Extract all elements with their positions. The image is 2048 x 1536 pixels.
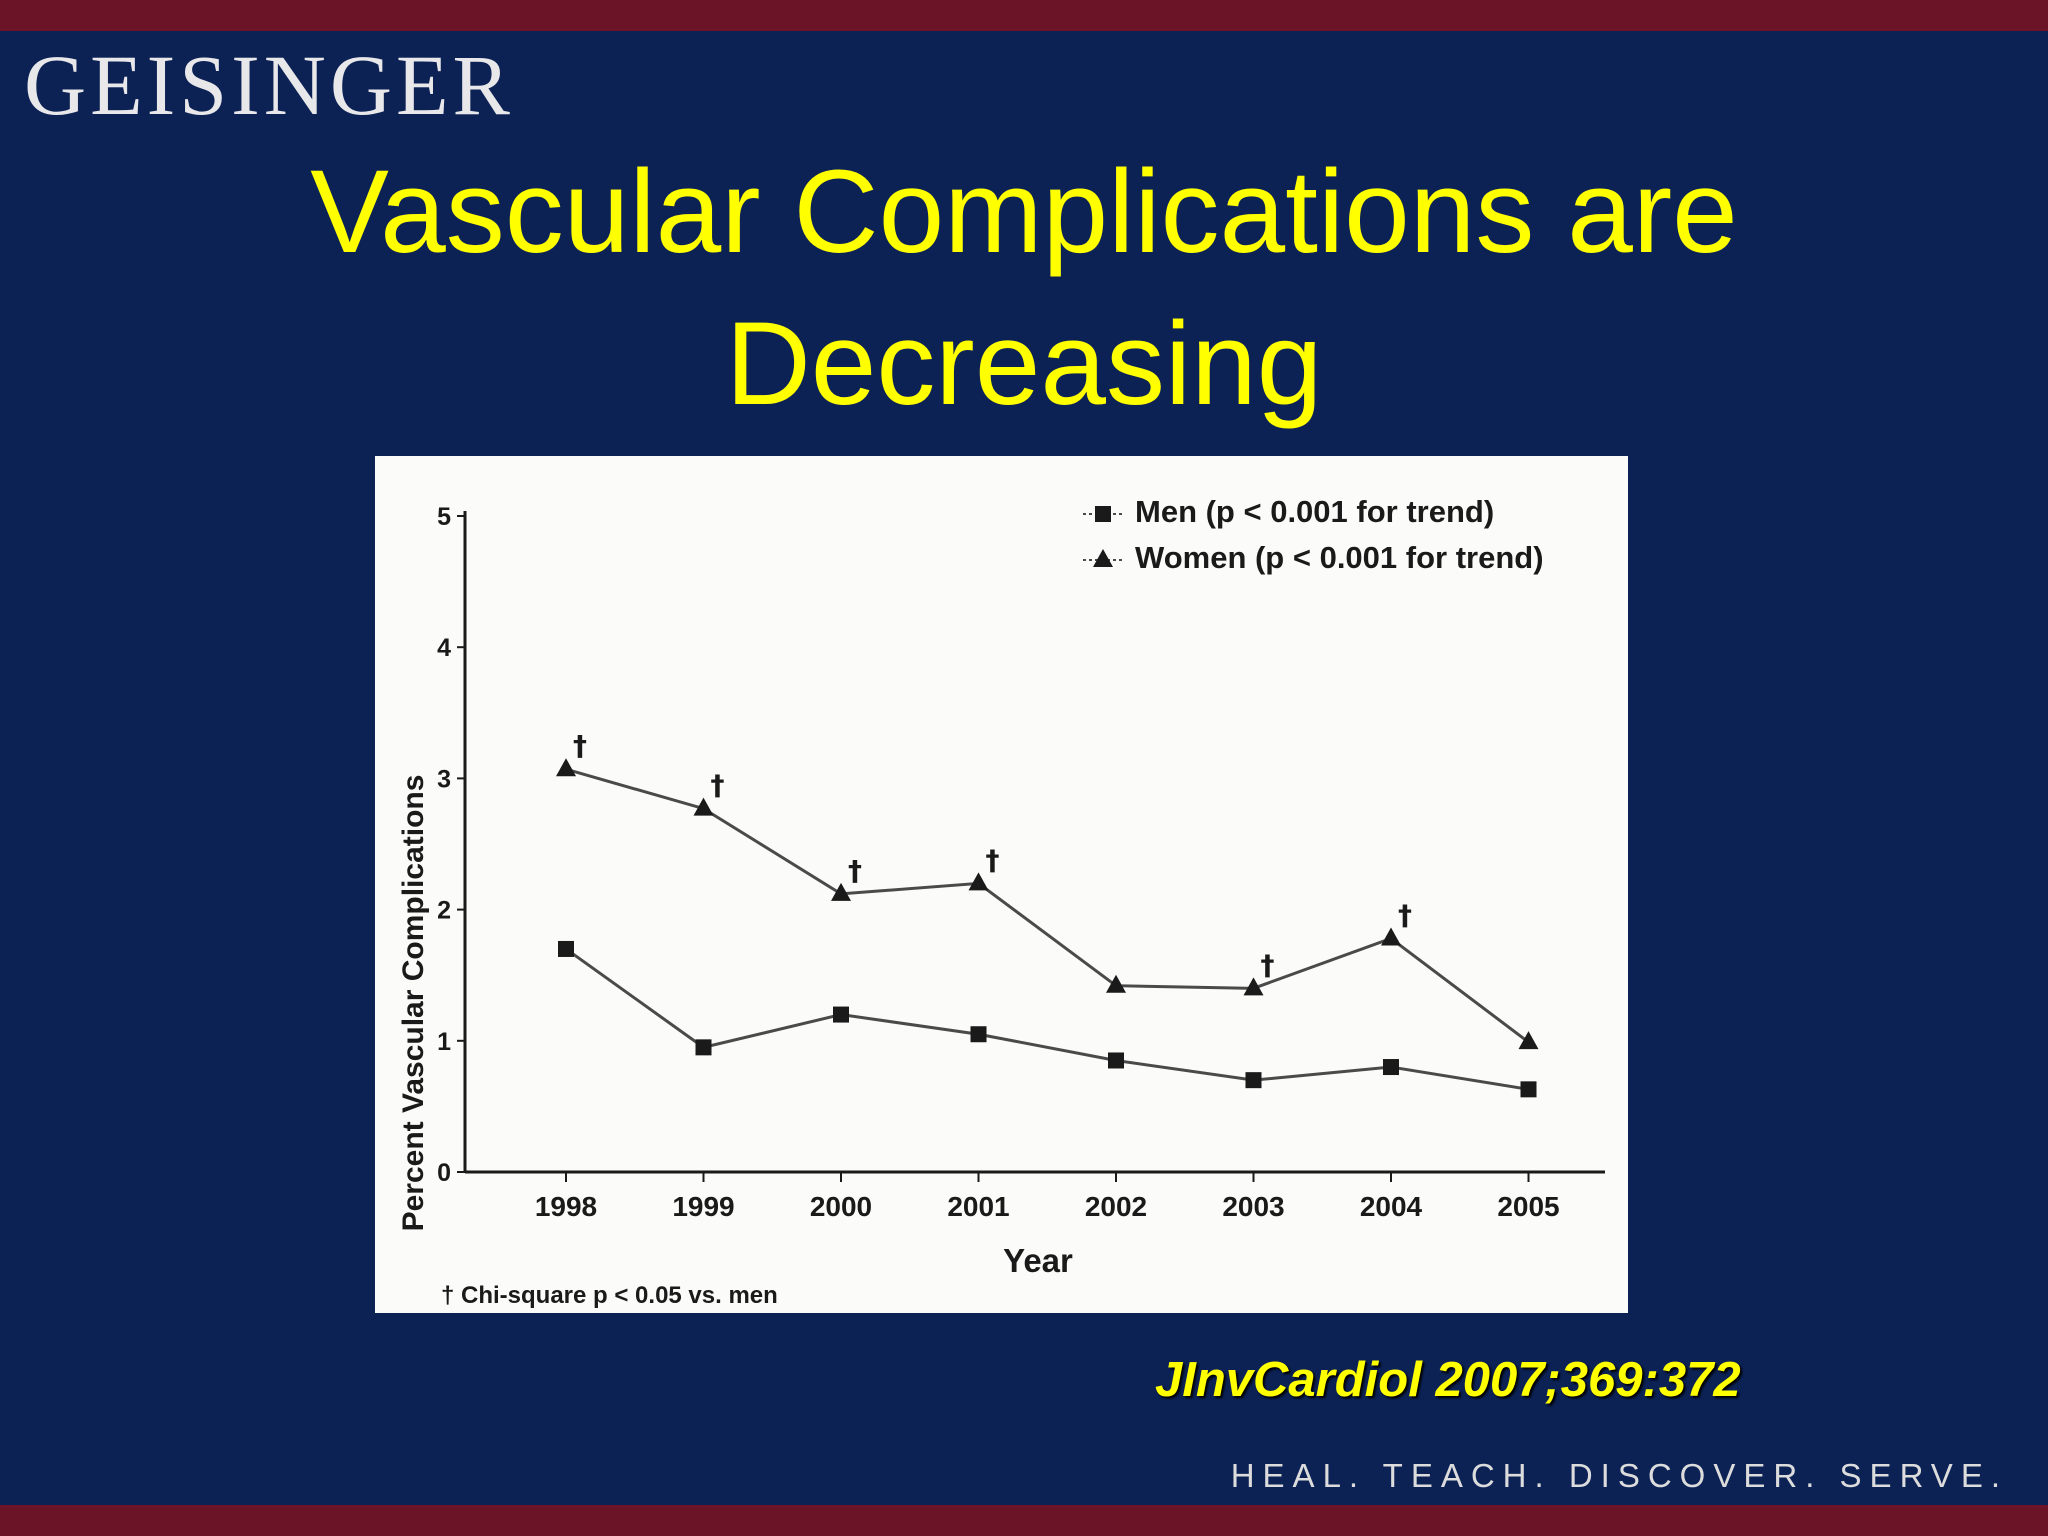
significance-dagger: † bbox=[848, 854, 862, 887]
data-point-men bbox=[970, 1026, 987, 1043]
data-point-women bbox=[556, 758, 576, 777]
data-point-men bbox=[558, 940, 574, 957]
y-tick-label: 5 bbox=[437, 503, 451, 531]
bottom-accent-bar bbox=[0, 1505, 2048, 1536]
data-point-women bbox=[1381, 927, 1401, 946]
slide-title-line-1: Vascular Complications are bbox=[310, 146, 1738, 278]
data-point-women bbox=[1518, 1031, 1539, 1050]
y-tick-label: 2 bbox=[437, 897, 451, 925]
chart-legend: Men (p < 0.001 for trend) Women (p < 0.00… bbox=[1083, 494, 1544, 575]
x-axis-label: Year bbox=[1003, 1242, 1073, 1279]
legend-marker bbox=[1093, 549, 1113, 567]
x-tick-label: 1998 bbox=[535, 1191, 597, 1222]
data-point-men bbox=[1245, 1072, 1262, 1089]
legend-marker bbox=[1095, 506, 1111, 522]
x-tick-label: 2004 bbox=[1360, 1191, 1423, 1222]
data-point-women bbox=[1243, 977, 1264, 996]
legend-label: Men (p < 0.001 for trend) bbox=[1135, 494, 1494, 529]
data-point-women bbox=[968, 872, 989, 891]
slide-title: Vascular Complications are Decreasing bbox=[0, 136, 2048, 440]
x-tick-label: 2001 bbox=[947, 1191, 1009, 1222]
x-tick-label: 2003 bbox=[1222, 1191, 1284, 1222]
y-tick-label: 3 bbox=[437, 765, 451, 793]
x-tick-label: 2002 bbox=[1085, 1191, 1147, 1222]
data-point-women bbox=[693, 797, 714, 816]
y-tick-label: 1 bbox=[437, 1028, 451, 1056]
tagline: HEAL. TEACH. DISCOVER. SERVE. bbox=[1230, 1457, 2008, 1494]
slide-title-line-2: Decreasing bbox=[725, 298, 1323, 430]
y-tick-label: 4 bbox=[437, 634, 451, 662]
legend-label: Women (p < 0.001 for trend) bbox=[1135, 540, 1544, 575]
top-accent-bar bbox=[0, 0, 2048, 31]
x-tick-label: 2005 bbox=[1497, 1191, 1559, 1222]
chart-footnote: † Chi-square p < 0.05 vs. men bbox=[441, 1282, 778, 1309]
data-point-men bbox=[695, 1039, 712, 1056]
data-point-men bbox=[1383, 1059, 1399, 1076]
data-point-men bbox=[1108, 1052, 1124, 1069]
chart-series-lines bbox=[565, 767, 1530, 1091]
chart-axes: 0 1 2 3 4 5 1998 1999 2000 2001 2002 2003 2004 2005 bbox=[437, 503, 1605, 1222]
citation: JInvCardiol 2007;369:372 bbox=[1155, 1353, 1741, 1407]
series-line-women bbox=[565, 767, 1530, 1044]
x-tick-label: 1999 bbox=[672, 1191, 734, 1222]
significance-dagger: † bbox=[986, 843, 1000, 876]
y-axis-label: Percent Vascular Complications bbox=[397, 775, 430, 1232]
data-point-men bbox=[833, 1006, 849, 1023]
chart-series-markers bbox=[556, 758, 1539, 1098]
data-point-women bbox=[1106, 974, 1126, 993]
data-point-women bbox=[831, 882, 851, 901]
series-line-men bbox=[565, 947, 1529, 1091]
significance-dagger: † bbox=[573, 729, 587, 762]
significance-dagger: † bbox=[1398, 898, 1412, 931]
chart-significance-markers: † † † † † † bbox=[573, 729, 1412, 981]
significance-dagger: † bbox=[711, 769, 725, 802]
vascular-complications-chart: 0 1 2 3 4 5 1998 1999 2000 2001 2002 2003 2004 2005 †… bbox=[397, 494, 1605, 1309]
y-tick-label: 0 bbox=[437, 1159, 451, 1187]
data-point-men bbox=[1520, 1081, 1537, 1098]
x-tick-label: 2000 bbox=[810, 1191, 872, 1222]
significance-dagger: † bbox=[1261, 948, 1275, 981]
geisinger-logo: GEISINGER bbox=[24, 37, 514, 133]
chart-image: 0 1 2 3 4 5 1998 1999 2000 2001 2002 2003 2004 2005 †… bbox=[375, 456, 1628, 1313]
